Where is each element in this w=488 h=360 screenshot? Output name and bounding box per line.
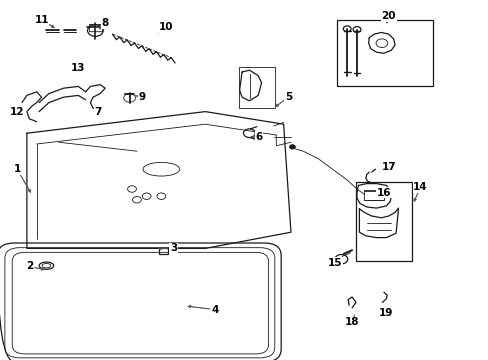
Text: 4: 4 xyxy=(211,305,219,315)
Text: 1: 1 xyxy=(14,164,20,174)
Text: 16: 16 xyxy=(376,188,390,198)
Circle shape xyxy=(289,145,295,149)
Text: 5: 5 xyxy=(285,92,291,102)
Text: 19: 19 xyxy=(378,308,393,318)
Text: 18: 18 xyxy=(344,317,359,327)
Text: 11: 11 xyxy=(34,15,49,25)
Bar xyxy=(159,248,167,254)
Text: 12: 12 xyxy=(10,107,24,117)
Bar xyxy=(337,20,432,86)
Text: 17: 17 xyxy=(381,162,395,172)
Text: 8: 8 xyxy=(102,18,108,28)
Text: 9: 9 xyxy=(138,92,145,102)
Text: 20: 20 xyxy=(381,11,395,21)
Text: 10: 10 xyxy=(159,22,173,32)
Bar xyxy=(238,67,275,108)
Text: 15: 15 xyxy=(327,258,342,268)
Text: 2: 2 xyxy=(26,261,33,271)
Text: 7: 7 xyxy=(94,107,102,117)
Text: 3: 3 xyxy=(170,243,177,253)
Bar xyxy=(364,190,383,200)
Bar xyxy=(355,182,411,261)
Text: 6: 6 xyxy=(255,132,262,142)
Text: 14: 14 xyxy=(412,182,427,192)
Text: 13: 13 xyxy=(71,63,85,73)
